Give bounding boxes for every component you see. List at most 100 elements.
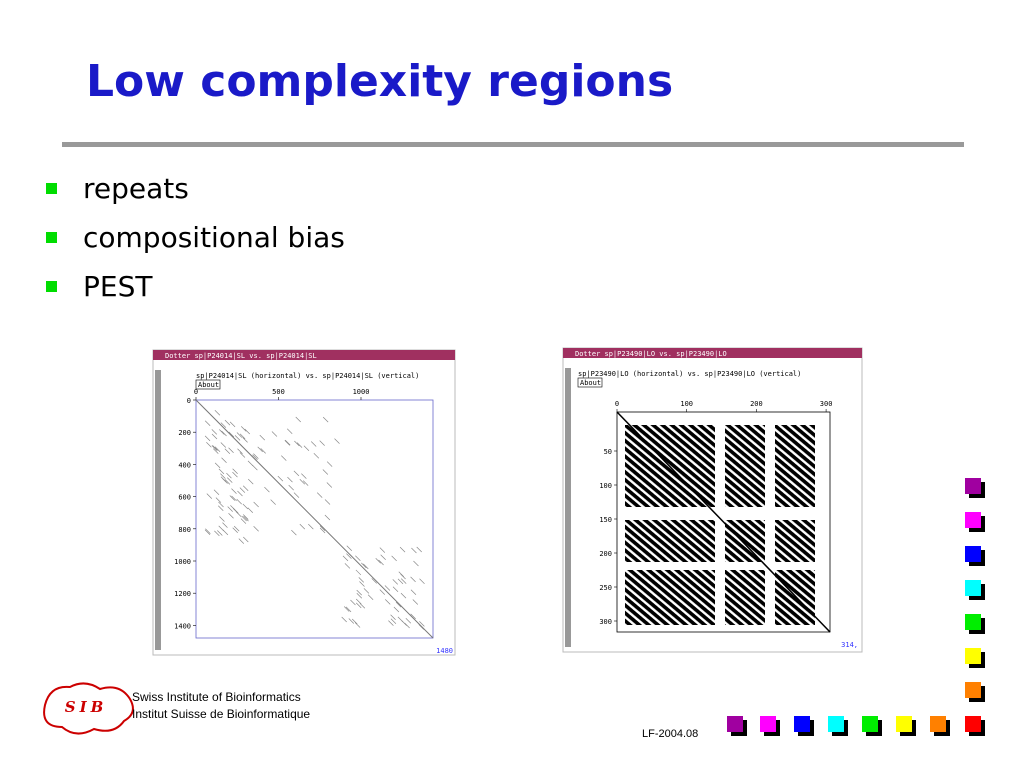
dot [356, 589, 362, 596]
dot [405, 617, 412, 624]
dot [214, 409, 221, 416]
dot [400, 578, 407, 584]
dot [281, 455, 287, 461]
about-label: About [198, 381, 219, 389]
dot [242, 503, 249, 510]
dot [214, 530, 220, 537]
dot [288, 484, 294, 491]
dot [205, 528, 211, 534]
dot [224, 479, 231, 485]
square [862, 716, 878, 732]
dot [326, 482, 333, 488]
dot [259, 434, 266, 441]
dot [410, 576, 416, 583]
dot [242, 485, 249, 491]
y-tick-label: 1400 [174, 622, 191, 630]
dot [310, 441, 317, 447]
dot [228, 431, 235, 438]
dot [308, 523, 314, 530]
dot [217, 530, 223, 536]
dot [346, 545, 353, 552]
dot [253, 526, 259, 532]
dot [236, 498, 242, 505]
square [965, 580, 981, 596]
dot [410, 613, 416, 620]
dot [286, 428, 293, 435]
x-tick-label: 100 [680, 400, 693, 408]
bullet-marker [46, 232, 57, 243]
square [896, 716, 912, 732]
square [760, 716, 776, 732]
dot [204, 420, 211, 426]
dot [363, 563, 369, 570]
dot [359, 602, 366, 609]
dot [379, 547, 386, 553]
dot [378, 559, 384, 566]
dot [324, 514, 331, 521]
square [794, 716, 810, 732]
dot [224, 448, 231, 454]
dot [344, 563, 351, 569]
dot [231, 488, 237, 494]
dot [393, 606, 400, 613]
dot [211, 445, 218, 451]
logo: SIB [43, 682, 134, 735]
dot [242, 437, 248, 443]
corner-label: 1480 [436, 647, 453, 655]
dot [287, 476, 293, 483]
dot [214, 446, 221, 453]
dot [222, 478, 228, 484]
dot [359, 581, 365, 587]
bullet-text: PEST [83, 270, 153, 303]
y-tick-label: 50 [604, 448, 612, 456]
dot [277, 475, 284, 482]
dot [206, 493, 213, 499]
dot [322, 416, 329, 423]
dot-block [725, 570, 765, 625]
dot [323, 527, 329, 534]
dot [355, 569, 362, 576]
square [965, 682, 981, 698]
dot [252, 454, 258, 460]
plot-subtitle: sp|P23490|LO (horizontal) vs. sp|P23490|… [578, 370, 801, 378]
corner-label: 314, [841, 641, 858, 649]
dot [399, 546, 406, 553]
dot [260, 448, 266, 454]
footer-line: Institut Suisse de Bioinformatique [132, 707, 310, 721]
dot [247, 478, 254, 485]
dot [356, 592, 363, 599]
y-tick-label: 1200 [174, 590, 191, 598]
dot [239, 433, 246, 440]
x-tick-label: 500 [272, 388, 285, 396]
square [965, 546, 981, 562]
about-button[interactable] [577, 377, 603, 388]
y-tick-label: 100 [599, 482, 612, 490]
y-tick-label: 150 [599, 516, 612, 524]
bullet-text: compositional bias [83, 221, 345, 254]
dot [226, 472, 232, 479]
dot [354, 622, 361, 628]
dot [419, 621, 425, 627]
dot [228, 447, 234, 454]
dot [253, 501, 259, 508]
dot [219, 516, 225, 522]
dot [302, 480, 309, 486]
dot [379, 589, 386, 595]
plot-subtitle: sp|P24014|SL (horizontal) vs. sp|P24014|… [196, 372, 419, 380]
diagonal [616, 411, 831, 633]
dot [380, 554, 386, 561]
dot [218, 525, 224, 532]
dot [419, 578, 425, 585]
dot [324, 499, 331, 505]
square [930, 716, 946, 732]
square [828, 716, 844, 732]
y-tick-label: 250 [599, 584, 612, 592]
dot [214, 462, 221, 469]
dot [301, 473, 307, 479]
about-button[interactable] [195, 379, 221, 390]
dot [291, 529, 297, 536]
dot [416, 546, 422, 553]
bullet-text: repeats [83, 172, 189, 205]
